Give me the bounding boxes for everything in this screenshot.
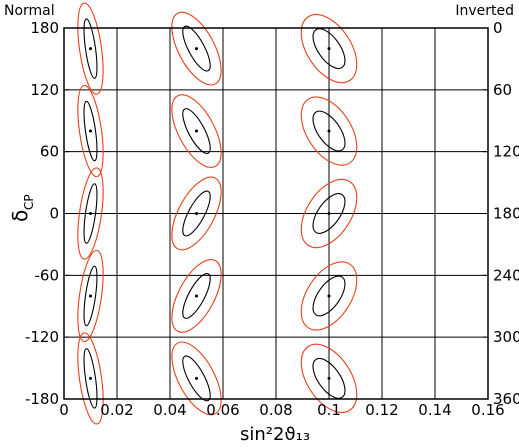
x-tick-label: 0.1 <box>317 401 341 419</box>
x-tick-label: 0.16 <box>471 401 504 419</box>
y2-axis-ticks: 360 300 240 180 120 60 0 <box>483 19 519 408</box>
y-axis-label: δ CP <box>8 194 36 222</box>
true-value-dot <box>327 294 331 298</box>
corner-label-inverted: Inverted <box>455 3 514 19</box>
outer-contour <box>171 176 222 251</box>
inner-contour <box>83 183 98 244</box>
x-axis-label: sin²2ϑ₁₃ <box>240 424 310 445</box>
inner-contour <box>312 28 346 70</box>
grid-lines <box>64 28 488 399</box>
outer-contour <box>300 343 358 413</box>
outer-contour <box>171 11 222 86</box>
y-axis-ticks: -180 -120 -60 0 60 120 180 <box>25 19 69 408</box>
true-value-dot <box>195 294 198 298</box>
x-tick-label: 0 <box>59 401 69 419</box>
x-tick-label: 0.08 <box>259 401 292 419</box>
inner-contour <box>182 355 211 402</box>
y2-tick-label: 120 <box>493 143 519 161</box>
outer-contour <box>77 332 104 425</box>
y2-tick-label: 0 <box>493 19 503 37</box>
inner-contour <box>83 265 98 327</box>
x-tick-label: 0.12 <box>365 401 398 419</box>
y-tick-label: 0 <box>49 205 59 223</box>
x-tick-label: 0.04 <box>153 401 186 419</box>
y2-tick-label: 240 <box>493 266 519 284</box>
y2-tick-label: 60 <box>493 81 512 99</box>
true-value-dot <box>327 212 331 215</box>
y-axis-label-main: δ <box>8 210 32 222</box>
true-value-dot <box>89 376 92 380</box>
true-value-dot <box>195 212 198 215</box>
y2-tick-label: 180 <box>493 205 519 223</box>
true-value-dot <box>89 47 92 51</box>
y-tick-label: 180 <box>30 19 59 37</box>
inner-contour <box>83 18 98 79</box>
inner-contour <box>312 193 346 234</box>
outer-contour <box>171 341 222 416</box>
outer-contour <box>300 96 358 166</box>
outer-contour <box>300 261 358 331</box>
outer-contour <box>77 84 104 178</box>
inner-contour <box>83 348 98 409</box>
inner-contour <box>182 108 211 154</box>
inner-contour <box>83 100 98 162</box>
true-value-dot <box>89 212 92 215</box>
x-tick-label: 0.14 <box>418 401 451 419</box>
outer-contour <box>300 14 358 84</box>
true-value-dot <box>195 376 198 380</box>
y-tick-label: -120 <box>25 328 59 346</box>
true-value-points <box>89 47 331 380</box>
outer-contour <box>171 94 222 168</box>
y-axis-label-sub: CP <box>22 194 36 210</box>
inner-contour <box>182 190 211 237</box>
inner-contour <box>182 273 211 319</box>
corner-label-normal: Normal <box>4 3 55 19</box>
y-tick-label: -180 <box>25 390 59 408</box>
outer-contour <box>171 259 222 333</box>
y-tick-label: 120 <box>30 81 59 99</box>
x-tick-label: 0.02 <box>100 401 133 419</box>
y-tick-label: 60 <box>40 143 59 161</box>
inner-contour <box>312 275 346 317</box>
inner-contour <box>312 357 346 399</box>
true-value-dot <box>89 294 92 298</box>
outer-contour <box>77 249 104 343</box>
inner-contour <box>312 110 346 152</box>
true-value-dot <box>89 129 92 133</box>
x-tick-label: 0.06 <box>206 401 239 419</box>
outer-contour <box>300 178 358 249</box>
true-value-dot <box>195 129 198 133</box>
x-axis-ticks: 0 0.02 0.04 0.06 0.08 0.1 0.12 0.14 0.16 <box>59 394 505 419</box>
y2-tick-label: 300 <box>493 328 519 346</box>
inner-contour <box>182 25 211 72</box>
outer-contour <box>77 167 104 260</box>
true-value-dot <box>195 47 198 51</box>
true-value-dot <box>327 376 331 380</box>
y2-tick-label: 360 <box>493 390 519 408</box>
true-value-dot <box>327 129 331 133</box>
true-value-dot <box>327 47 331 51</box>
y-tick-label: -60 <box>35 266 60 284</box>
